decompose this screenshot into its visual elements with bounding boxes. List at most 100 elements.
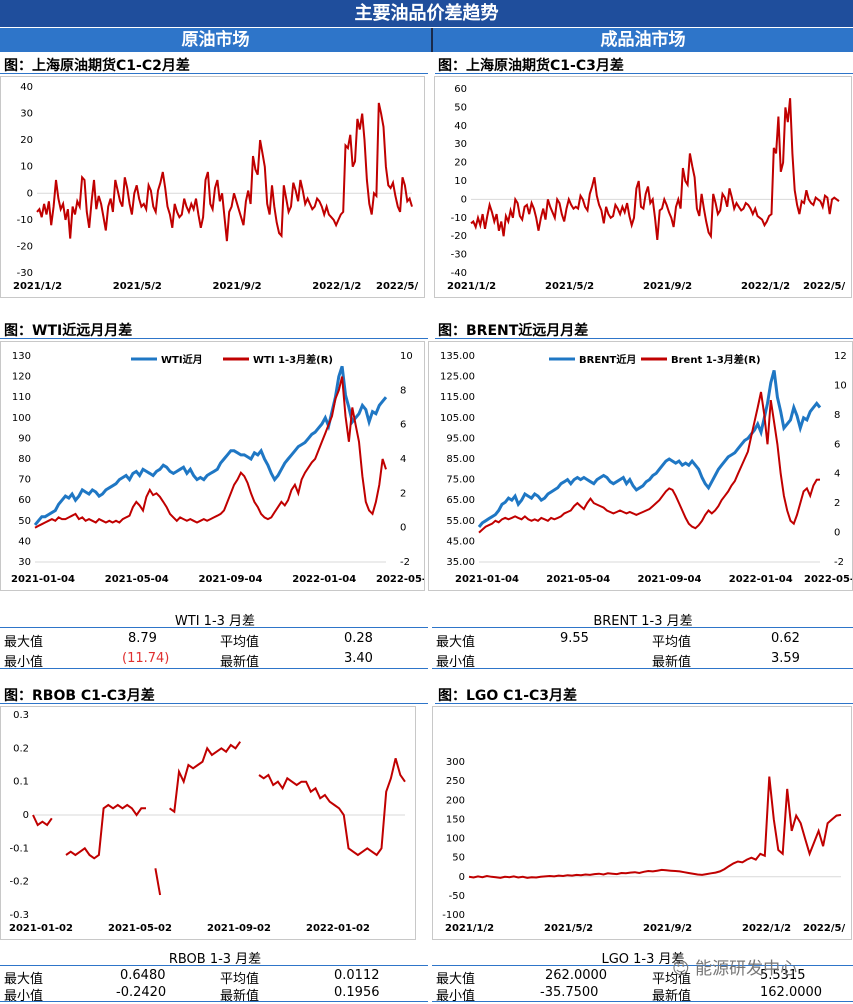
y-tick-label: -100: [442, 910, 465, 921]
y-tick-label: 70: [18, 475, 31, 486]
x-tick-label: 2021-01-02: [9, 923, 73, 934]
series-line: [258, 758, 406, 857]
stats-rule: [0, 1001, 428, 1002]
y-tick-label: 65.00: [446, 495, 475, 506]
series-line: [32, 814, 53, 827]
y-tick-label: 200: [446, 795, 465, 806]
y2-tick-label: 2: [834, 498, 840, 509]
page-title: 主要油品价差趋势: [0, 0, 853, 27]
y-tick-label: -10: [451, 213, 467, 224]
brent-min-label: 最小值: [436, 655, 476, 670]
y-tick-label: -0.2: [9, 877, 29, 888]
stats-rule: [432, 965, 853, 966]
wti-latest-value: 3.40: [344, 651, 373, 666]
x-tick-label: 2022-05-04: [376, 574, 424, 585]
y-tick-label: -30: [451, 250, 467, 261]
y-tick-label: 30: [20, 109, 33, 120]
x-tick-label: 2022/5/: [803, 923, 845, 934]
chart-title-wti: 图：WTI近远月月差: [4, 323, 133, 339]
rbob-max-label: 最大值: [4, 972, 44, 987]
x-tick-label: 2021-05-04: [546, 574, 610, 585]
y-tick-label: 10: [20, 162, 33, 173]
y2-tick-label: 10: [834, 380, 847, 391]
y-tick-label: -50: [449, 891, 465, 902]
y-tick-label: 100: [12, 413, 31, 424]
lgo-max-value: 262.0000: [545, 968, 608, 983]
lgo-latest-label: 最新值: [652, 989, 692, 1004]
x-tick-label: 2022-01-02: [306, 923, 370, 934]
title-rule: [435, 703, 853, 704]
x-tick-label: 2022/1/2: [312, 281, 361, 292]
title-rule: [435, 73, 853, 74]
lgo-min-label: 最小值: [436, 989, 476, 1004]
lgo-avg-label: 平均值: [652, 972, 692, 987]
series-line-price: [477, 370, 822, 528]
y2-tick-label: 8: [834, 410, 840, 421]
watermark: ☺ 能源研发中心: [672, 954, 797, 979]
x-tick-label: 2022/5/: [803, 281, 845, 292]
y2-tick-label: 0: [834, 528, 840, 539]
title-rule: [0, 338, 428, 339]
y-tick-label: 60: [454, 84, 467, 95]
lgo-avg-value: 5.5315: [760, 968, 806, 983]
y-tick-label: 35.00: [446, 557, 475, 568]
y2-tick-label: 12: [834, 351, 847, 362]
y-tick-label: 85.00: [446, 454, 475, 465]
chart-panel-rbob: 0.3 0.2 0.1 0 -0.1 -0.2 -0.3 2021-01-02 2021-05-…: [0, 706, 416, 940]
x-tick-label: 2021-01-04: [11, 574, 75, 585]
chart-title-rbob: 图：RBOB C1-C3月差: [4, 688, 155, 704]
brent-stats-title: BRENT 1-3 月差: [593, 614, 693, 629]
lgo-latest-value: 162.0000: [760, 985, 823, 1000]
wti-latest-label: 最新值: [220, 655, 260, 670]
x-tick-label: 2022/1/2: [742, 923, 791, 934]
y-tick-label: 135.00: [440, 351, 475, 362]
y-tick-label: 40: [454, 121, 467, 132]
y-tick-label: 100: [446, 834, 465, 845]
series-line-spread: [34, 376, 387, 529]
y-tick-label: -0.1: [9, 843, 29, 854]
rbob-latest-value: 0.1956: [334, 985, 380, 1000]
y-tick-label: 55.00: [446, 516, 475, 527]
legend-label: WTI近月: [161, 353, 203, 366]
stats-rule: [432, 1001, 853, 1002]
y-tick-label: 80: [18, 454, 31, 465]
title-rule: [0, 703, 428, 704]
rbob-latest-label: 最新值: [220, 989, 260, 1004]
wti-avg-value: 0.28: [344, 631, 373, 646]
wti-avg-label: 平均值: [220, 635, 260, 650]
y-tick-label: -30: [17, 268, 33, 279]
rbob-max-value: 0.6480: [120, 968, 166, 983]
x-tick-label: 2021/5/2: [545, 281, 594, 292]
y-tick-label: 300: [446, 757, 465, 768]
y-tick-label: -20: [17, 241, 33, 252]
chart-svg-brent: 135.00 125.00 115.00 105.00 95.00 85.00 75.00 6…: [440, 351, 852, 585]
y-tick-label: 0: [459, 872, 465, 883]
stats-rule: [432, 668, 853, 669]
chart-panel-sh-c1c2: 40 30 20 10 0 -10 -20 -30 2021/1/2 2021/5/2 2021/9…: [0, 76, 425, 298]
chart-svg-lgo: 300 250 200 150 100 50 0 -50 -100 2021/1/2 2021/5/…: [442, 757, 845, 934]
wti-min-label: 最小值: [4, 655, 44, 670]
chart-svg-rbob: 0.3 0.2 0.1 0 -0.1 -0.2 -0.3 2021-01-02 2021-05-…: [9, 710, 406, 934]
crude-market-header: 原油市场: [0, 28, 431, 52]
y-tick-label: 75.00: [446, 475, 475, 486]
y2-tick-label: 4: [834, 469, 840, 480]
brent-avg-label: 平均值: [652, 635, 692, 650]
x-tick-label: 2021/1/2: [13, 281, 62, 292]
legend-label: BRENT近月: [579, 353, 636, 366]
x-tick-label: 2021-09-04: [638, 574, 702, 585]
stats-rule: [0, 965, 428, 966]
rbob-min-label: 最小值: [4, 989, 44, 1004]
y-tick-label: 20: [454, 158, 467, 169]
title-rule: [435, 338, 853, 339]
series-line: [36, 102, 413, 242]
y-tick-label: 150: [446, 814, 465, 825]
wti-min-value: (11.74): [122, 651, 170, 666]
lgo-stats-title: LGO 1-3 月差: [601, 952, 685, 967]
x-tick-label: 2021/5/2: [113, 281, 162, 292]
y-tick-label: 0: [23, 810, 29, 821]
y-tick-label: 0.1: [13, 777, 29, 788]
y-tick-label: 115.00: [440, 392, 475, 403]
wti-max-value: 8.79: [128, 631, 157, 646]
lgo-max-label: 最大值: [436, 972, 476, 987]
y-tick-label: 50: [18, 516, 31, 527]
